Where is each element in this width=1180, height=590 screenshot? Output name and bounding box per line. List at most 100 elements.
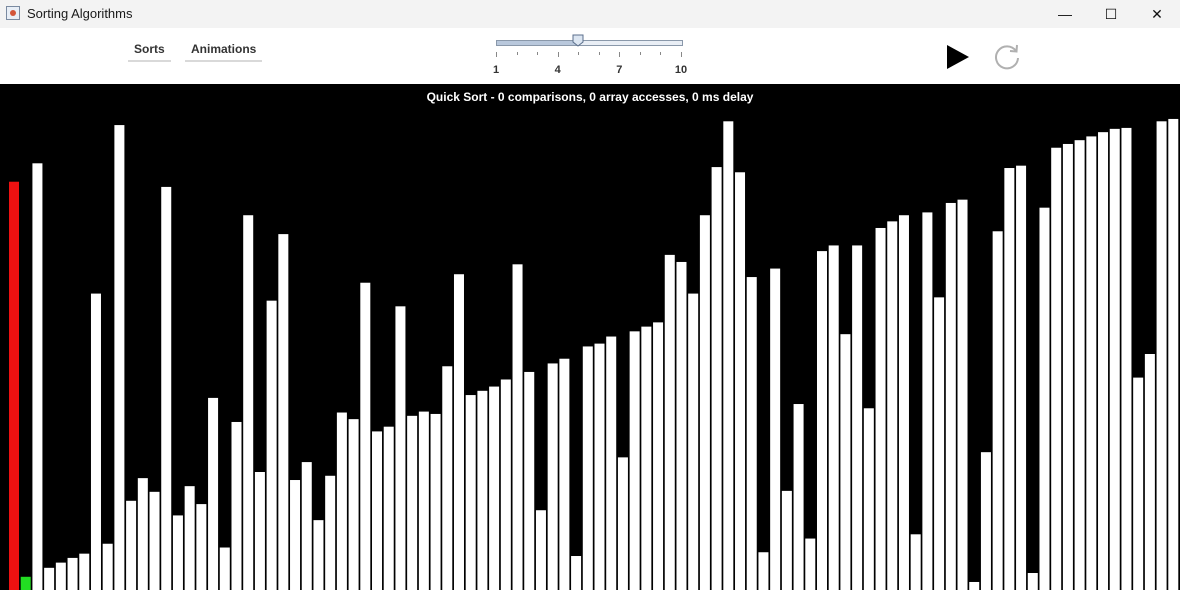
title-bar: Sorting Algorithms — ☐ ✕	[0, 0, 1180, 28]
tick-label: 7	[616, 64, 623, 76]
array-bar	[407, 415, 418, 590]
array-bar	[781, 490, 792, 590]
array-bar	[910, 534, 921, 590]
window-title: Sorting Algorithms	[27, 6, 133, 21]
array-bar	[1144, 354, 1155, 590]
array-bar	[547, 363, 558, 590]
array-bar	[535, 510, 546, 590]
slider-tick	[557, 52, 559, 57]
slider-tick	[681, 52, 682, 57]
array-bar	[114, 125, 125, 590]
array-bar	[746, 277, 757, 590]
array-bar	[477, 390, 488, 590]
array-bar	[1051, 147, 1062, 590]
slider-thumb[interactable]	[572, 34, 584, 47]
speed-slider[interactable]: 1 4 7 10	[493, 34, 687, 78]
array-bar	[219, 547, 230, 590]
maximize-icon: ☐	[1104, 5, 1118, 22]
array-bar	[278, 234, 289, 590]
array-bar	[676, 261, 687, 590]
array-bar	[20, 576, 31, 590]
play-button[interactable]	[946, 44, 970, 70]
array-bar	[875, 227, 886, 590]
array-bar	[559, 358, 570, 590]
sorts-menu[interactable]: Sorts	[128, 42, 171, 62]
array-bar	[863, 408, 874, 590]
array-bar	[629, 331, 640, 590]
array-bar	[418, 411, 429, 590]
array-bar	[1121, 127, 1132, 590]
array-bar	[980, 452, 991, 590]
array-bar	[816, 251, 827, 590]
array-bar	[1086, 136, 1097, 590]
array-bar	[149, 491, 160, 590]
slider-track[interactable]	[496, 40, 683, 46]
array-bar	[934, 297, 945, 590]
array-bar	[336, 412, 347, 590]
slider-tick	[660, 52, 662, 55]
array-bar	[1156, 121, 1167, 590]
slider-tick	[598, 52, 600, 55]
array-bar	[500, 379, 511, 590]
array-bar	[512, 264, 523, 590]
toolbar: Sorts Animations 1 4 7 10	[0, 28, 1180, 84]
array-bar	[711, 167, 722, 590]
array-bar	[606, 336, 617, 590]
array-bar	[325, 475, 336, 590]
array-bar	[1004, 168, 1015, 590]
array-bar	[1074, 140, 1085, 590]
minimize-button[interactable]: —	[1042, 0, 1088, 28]
array-bar	[290, 480, 301, 590]
close-button[interactable]: ✕	[1134, 0, 1180, 28]
array-bar	[360, 282, 371, 590]
array-bar	[44, 567, 55, 590]
array-bar	[90, 293, 101, 590]
array-bar	[898, 215, 909, 590]
array-bar	[1098, 132, 1109, 590]
array-bar	[102, 543, 113, 590]
array-bar	[699, 215, 710, 590]
array-bar	[465, 395, 476, 590]
array-bar	[1062, 143, 1073, 590]
array-bar	[758, 552, 769, 590]
tick-label: 1	[492, 64, 500, 76]
array-bar	[1109, 128, 1120, 590]
reset-button[interactable]	[992, 42, 1022, 72]
array-bar	[688, 293, 699, 590]
array-bar	[1133, 377, 1144, 590]
array-bar	[922, 212, 933, 590]
animations-menu[interactable]: Animations	[185, 42, 263, 62]
array-bar	[453, 274, 464, 590]
array-bar	[383, 426, 394, 590]
array-bar	[161, 186, 172, 590]
array-bar	[313, 520, 324, 590]
refresh-icon	[995, 44, 1019, 70]
array-bar	[524, 371, 535, 590]
array-bar	[1016, 165, 1027, 590]
array-bar	[489, 386, 500, 590]
array-bar	[1027, 573, 1038, 590]
array-bar	[852, 245, 863, 590]
status-text: Quick Sort - 0 comparisons, 0 array acce…	[426, 90, 754, 104]
slider-tick	[516, 52, 518, 55]
maximize-button[interactable]: ☐	[1088, 0, 1134, 28]
array-bar	[582, 346, 593, 590]
array-bar	[793, 404, 804, 590]
array-bar	[945, 202, 956, 590]
slider-fill	[497, 41, 580, 45]
array-bar	[430, 413, 441, 590]
slider-tick	[619, 52, 621, 57]
array-bar	[594, 343, 605, 590]
array-bar	[653, 322, 664, 590]
array-bar	[231, 421, 242, 590]
array-bar	[442, 366, 453, 590]
array-bar	[137, 478, 148, 590]
array-bar	[723, 121, 734, 590]
array-bar	[770, 268, 781, 590]
bars-chart	[9, 118, 1179, 590]
array-bar	[55, 562, 66, 590]
array-bar	[828, 245, 839, 590]
array-bar	[617, 457, 628, 590]
array-bar	[641, 326, 652, 590]
array-bar	[254, 472, 265, 590]
